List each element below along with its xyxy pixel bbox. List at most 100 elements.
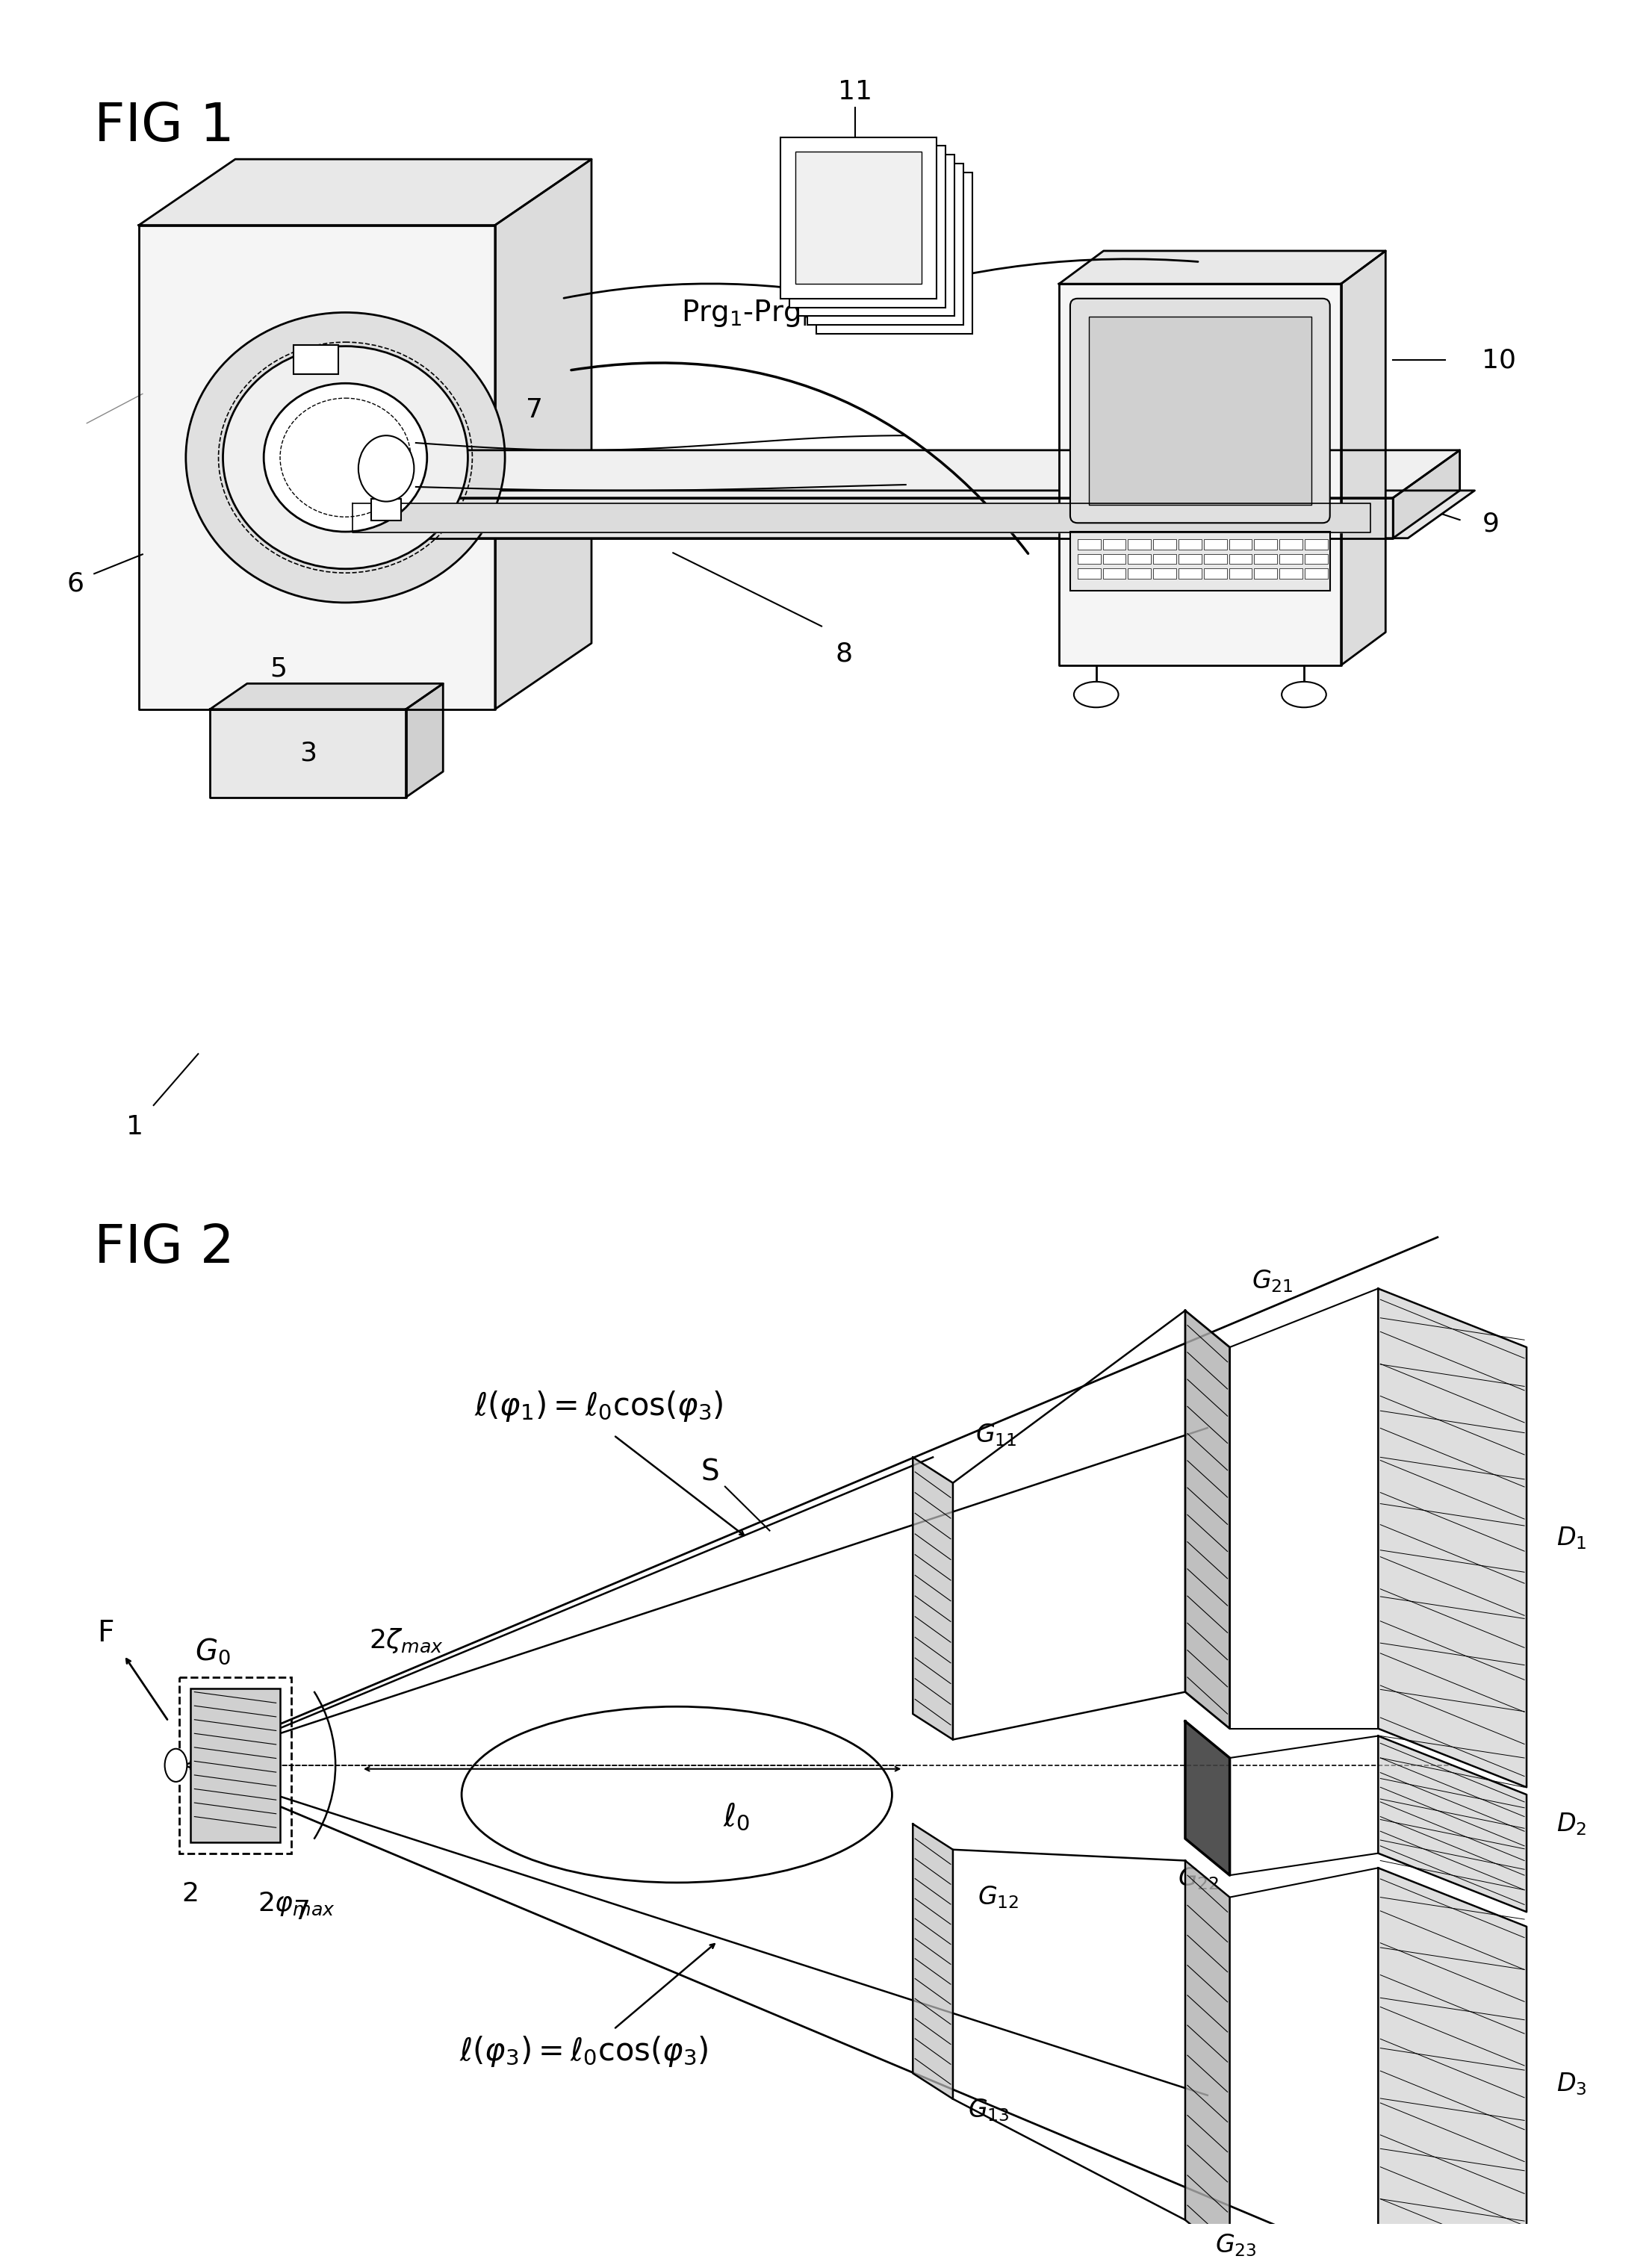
- Polygon shape: [330, 497, 1393, 538]
- FancyBboxPatch shape: [1204, 569, 1227, 578]
- FancyBboxPatch shape: [1128, 553, 1151, 565]
- Text: 4: 4: [420, 499, 436, 524]
- FancyBboxPatch shape: [1077, 569, 1100, 578]
- Polygon shape: [1378, 1735, 1526, 1911]
- FancyBboxPatch shape: [781, 138, 937, 298]
- Text: $\ell(\varphi_3) = \ell_0\cos(\varphi_3)$: $\ell(\varphi_3) = \ell_0\cos(\varphi_3)…: [459, 2033, 709, 2069]
- FancyBboxPatch shape: [1153, 569, 1176, 578]
- Text: S: S: [700, 1457, 719, 1486]
- FancyBboxPatch shape: [1104, 569, 1125, 578]
- Polygon shape: [1378, 1288, 1526, 1787]
- Text: 2: 2: [360, 325, 377, 350]
- Text: $G_{13}$: $G_{13}$: [968, 2096, 1009, 2123]
- Polygon shape: [330, 450, 1460, 497]
- FancyBboxPatch shape: [1128, 569, 1151, 578]
- Text: 9: 9: [1482, 511, 1498, 535]
- Text: 7: 7: [294, 1900, 311, 1925]
- Text: $\ell(\varphi_1) = \ell_0\cos(\varphi_3)$: $\ell(\varphi_1) = \ell_0\cos(\varphi_3)…: [474, 1389, 724, 1423]
- FancyBboxPatch shape: [1153, 540, 1176, 549]
- Text: $G_{12}$: $G_{12}$: [978, 1884, 1019, 1911]
- Ellipse shape: [223, 346, 468, 569]
- FancyBboxPatch shape: [1204, 540, 1227, 549]
- FancyBboxPatch shape: [796, 151, 922, 285]
- Text: F: F: [97, 1620, 114, 1647]
- Polygon shape: [1184, 1310, 1229, 1728]
- FancyBboxPatch shape: [1204, 553, 1227, 565]
- Polygon shape: [1341, 251, 1386, 664]
- Ellipse shape: [1074, 682, 1118, 707]
- Text: 10: 10: [1482, 348, 1517, 373]
- FancyBboxPatch shape: [1153, 553, 1176, 565]
- Polygon shape: [914, 1823, 953, 2099]
- Text: $G_{11}$: $G_{11}$: [975, 1423, 1016, 1448]
- Ellipse shape: [1282, 682, 1327, 707]
- Text: 2: 2: [182, 1882, 200, 1907]
- Text: $D_1$: $D_1$: [1556, 1525, 1586, 1552]
- FancyBboxPatch shape: [1254, 569, 1277, 578]
- Ellipse shape: [358, 436, 415, 501]
- Text: 3: 3: [299, 741, 317, 766]
- Text: FIG 1: FIG 1: [94, 99, 235, 151]
- FancyBboxPatch shape: [1104, 553, 1125, 565]
- Polygon shape: [210, 684, 443, 709]
- FancyBboxPatch shape: [1305, 553, 1328, 565]
- Text: $D_2$: $D_2$: [1556, 1812, 1586, 1837]
- Polygon shape: [1393, 450, 1460, 538]
- FancyBboxPatch shape: [1178, 540, 1201, 549]
- Text: 11: 11: [838, 79, 872, 104]
- Polygon shape: [210, 709, 406, 797]
- FancyBboxPatch shape: [798, 156, 955, 316]
- FancyBboxPatch shape: [1089, 316, 1312, 504]
- Polygon shape: [139, 158, 591, 226]
- FancyBboxPatch shape: [1279, 553, 1302, 565]
- FancyBboxPatch shape: [190, 1687, 279, 1843]
- Polygon shape: [1378, 1868, 1526, 2259]
- FancyBboxPatch shape: [1305, 540, 1328, 549]
- Polygon shape: [1184, 1721, 1229, 1875]
- FancyBboxPatch shape: [1077, 553, 1100, 565]
- FancyBboxPatch shape: [1254, 553, 1277, 565]
- FancyBboxPatch shape: [1279, 540, 1302, 549]
- Polygon shape: [406, 684, 443, 797]
- Text: 6: 6: [68, 572, 84, 596]
- FancyBboxPatch shape: [1104, 540, 1125, 549]
- Text: 5: 5: [269, 655, 287, 682]
- Polygon shape: [316, 490, 1475, 538]
- FancyBboxPatch shape: [1128, 540, 1151, 549]
- Text: 1: 1: [127, 1114, 144, 1141]
- Polygon shape: [1059, 251, 1386, 285]
- FancyBboxPatch shape: [1279, 569, 1302, 578]
- Text: $2\varphi_{max}$: $2\varphi_{max}$: [258, 1891, 335, 1918]
- Polygon shape: [1184, 1861, 1229, 2257]
- FancyBboxPatch shape: [1070, 531, 1330, 590]
- FancyBboxPatch shape: [1178, 569, 1201, 578]
- Polygon shape: [354, 504, 1371, 533]
- FancyBboxPatch shape: [1229, 540, 1252, 549]
- FancyBboxPatch shape: [1178, 553, 1201, 565]
- Text: $2\zeta_{max}$: $2\zeta_{max}$: [368, 1626, 443, 1656]
- FancyBboxPatch shape: [372, 499, 401, 522]
- FancyBboxPatch shape: [1229, 569, 1252, 578]
- Text: $\mathrm{Prg_1}$-$\mathrm{Prg_n}$: $\mathrm{Prg_1}$-$\mathrm{Prg_n}$: [681, 298, 814, 328]
- Text: $\ell_0$: $\ell_0$: [722, 1800, 750, 1832]
- Text: $G_{23}$: $G_{23}$: [1214, 2232, 1257, 2259]
- Polygon shape: [496, 158, 591, 709]
- FancyBboxPatch shape: [816, 172, 973, 334]
- Text: $G_{21}$: $G_{21}$: [1252, 1267, 1294, 1294]
- FancyBboxPatch shape: [1254, 540, 1277, 549]
- FancyBboxPatch shape: [294, 346, 339, 375]
- Polygon shape: [1059, 285, 1341, 664]
- FancyBboxPatch shape: [808, 163, 963, 325]
- Text: $D_3$: $D_3$: [1556, 2072, 1586, 2096]
- FancyBboxPatch shape: [1077, 540, 1100, 549]
- Ellipse shape: [264, 384, 426, 531]
- Text: 8: 8: [836, 642, 852, 666]
- FancyBboxPatch shape: [790, 147, 945, 307]
- Text: $G_{22}$: $G_{22}$: [1178, 1866, 1219, 1891]
- FancyBboxPatch shape: [1229, 553, 1252, 565]
- Text: FIG 2: FIG 2: [94, 1222, 235, 1274]
- Ellipse shape: [185, 312, 506, 603]
- FancyBboxPatch shape: [1305, 569, 1328, 578]
- Ellipse shape: [165, 1748, 187, 1782]
- Text: $G_0$: $G_0$: [195, 1638, 231, 1667]
